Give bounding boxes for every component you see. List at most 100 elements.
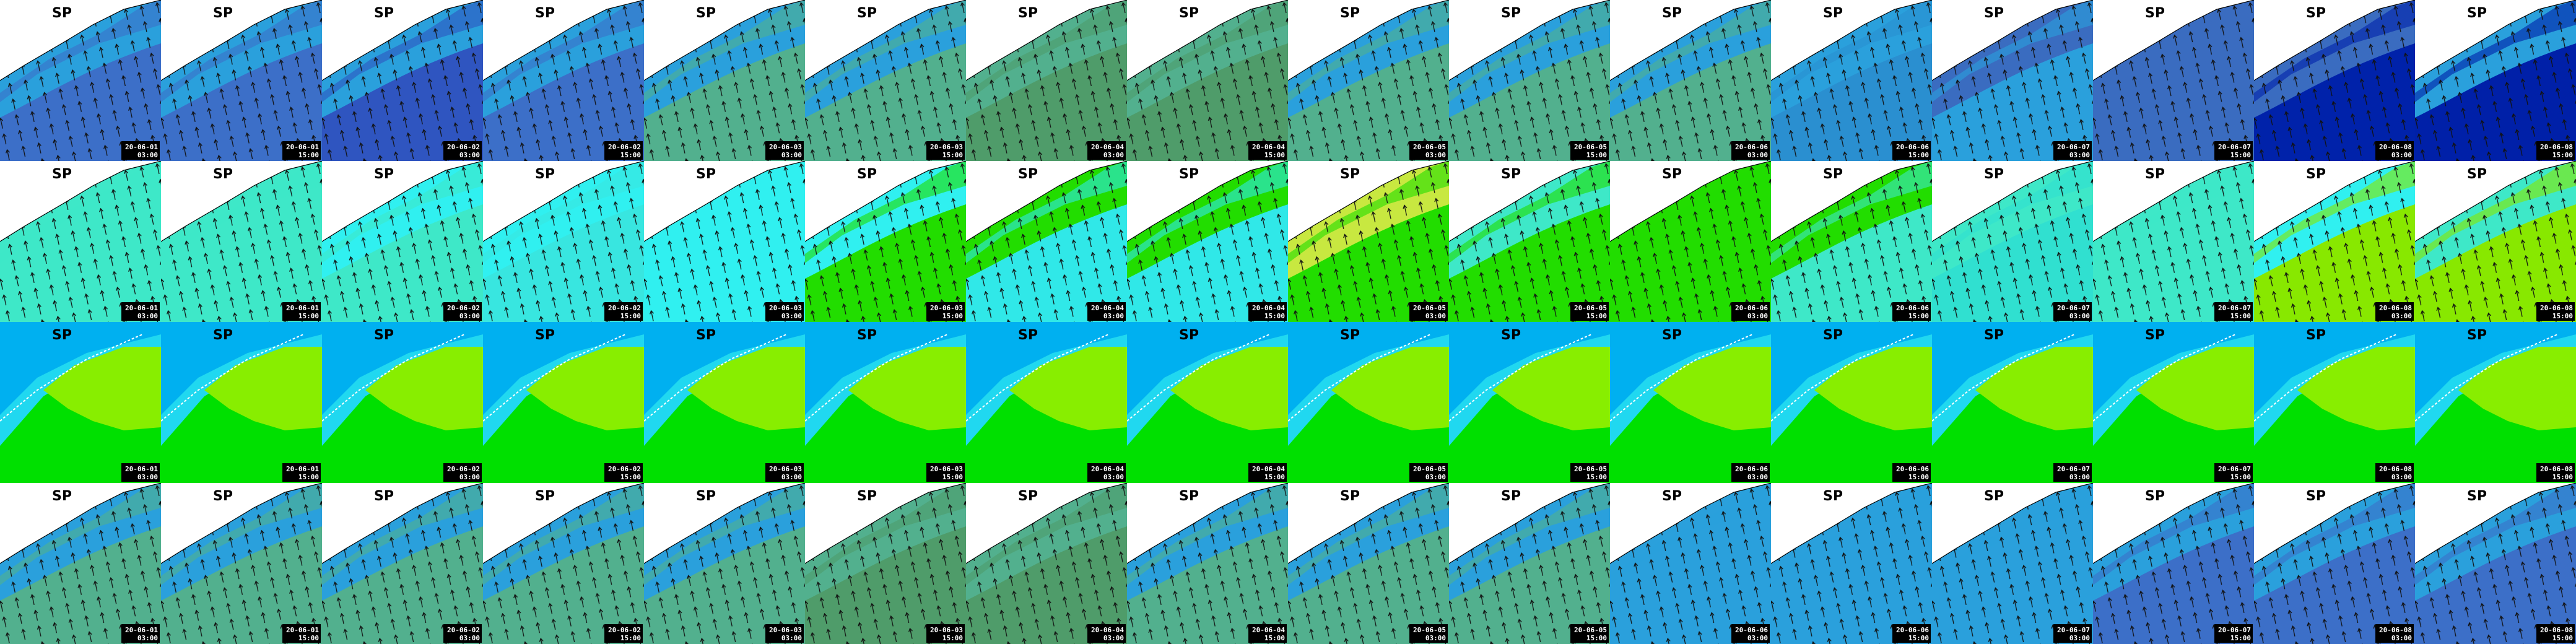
tile-date: 20-06-01 <box>125 626 158 634</box>
tile-body <box>2415 322 2576 483</box>
land <box>1288 161 1449 242</box>
land <box>2254 161 2415 242</box>
label-box <box>1409 141 1448 160</box>
label-box <box>1570 624 1609 643</box>
tile-time: 03:00 <box>1103 473 1124 481</box>
tile-time: 03:00 <box>459 151 480 159</box>
label-box <box>2375 463 2414 482</box>
tile-body <box>1771 483 1932 644</box>
tile-time: 03:00 <box>781 634 802 642</box>
tile-body <box>2254 483 2415 644</box>
label-box <box>765 463 804 482</box>
land <box>1771 483 1932 564</box>
label-box <box>282 463 321 482</box>
tile-title: SP <box>535 328 555 343</box>
land <box>322 0 483 80</box>
tile-date: 20-06-04 <box>1091 465 1124 473</box>
land-lime <box>365 347 483 430</box>
tile-title: SP <box>1501 328 1521 343</box>
tile-body <box>1610 0 1771 161</box>
tile-title: SP <box>2145 167 2165 182</box>
tile-time: 03:00 <box>459 473 480 481</box>
land <box>1288 0 1449 80</box>
tile-date: 20-06-04 <box>1252 143 1285 151</box>
tile-body <box>1449 0 1610 161</box>
tile-body <box>2093 161 2254 322</box>
tile-body <box>644 483 805 644</box>
tile-time: 15:00 <box>942 473 963 481</box>
tile-time: 03:00 <box>1103 312 1124 320</box>
tile-title: SP <box>696 6 716 21</box>
coastline <box>1288 0 1449 81</box>
land <box>2093 161 2254 242</box>
tile-body <box>644 161 805 322</box>
tile-body <box>161 322 322 483</box>
label-box <box>1248 624 1287 643</box>
tile-title: SP <box>1501 167 1521 182</box>
tile-date: 20-06-04 <box>1252 626 1285 634</box>
tile-date: 20-06-01 <box>286 143 319 151</box>
tile-date: 20-06-04 <box>1252 465 1285 473</box>
tile-body <box>966 0 1127 161</box>
tile-body <box>805 161 966 322</box>
land <box>966 0 1127 80</box>
tile-date: 20-06-02 <box>447 304 480 312</box>
land <box>1771 161 1932 242</box>
label-box <box>1087 624 1126 643</box>
tile-title: SP <box>213 167 233 182</box>
tile-date: 20-06-06 <box>1735 304 1768 312</box>
label-box <box>765 141 804 160</box>
tile-body <box>483 161 644 322</box>
tile-title: SP <box>2145 489 2165 504</box>
label-box <box>2214 302 2253 321</box>
tile-title: SP <box>696 167 716 182</box>
label-box <box>1731 141 1770 160</box>
label-box <box>443 463 482 482</box>
tile-date: 20-06-03 <box>769 304 802 312</box>
tile-date: 20-06-08 <box>2379 465 2412 473</box>
tile-time: 15:00 <box>298 473 319 481</box>
tile-date: 20-06-08 <box>2540 465 2573 473</box>
land <box>2254 483 2415 564</box>
land <box>1449 0 1610 80</box>
tile-date: 20-06-07 <box>2057 626 2090 634</box>
tile-time: 15:00 <box>942 312 963 320</box>
land <box>1932 0 2093 80</box>
land <box>1932 483 2093 564</box>
coastline <box>1932 0 2093 81</box>
land <box>1449 483 1610 564</box>
tile-date: 20-06-08 <box>2540 304 2573 312</box>
tile-body <box>322 161 483 322</box>
land <box>805 483 966 564</box>
tile-body <box>2415 0 2576 161</box>
tile-title: SP <box>374 328 394 343</box>
label-box <box>2053 463 2092 482</box>
tile-date: 20-06-08 <box>2540 143 2573 151</box>
tile-time: 03:00 <box>2391 312 2412 320</box>
tile-date: 20-06-04 <box>1091 143 1124 151</box>
land <box>2093 483 2254 564</box>
coastline <box>2093 161 2254 242</box>
coastline <box>1932 483 2093 564</box>
label-box <box>604 624 643 643</box>
coastline <box>966 483 1127 564</box>
tile-time: 03:00 <box>781 151 802 159</box>
tile-body <box>1932 483 2093 644</box>
